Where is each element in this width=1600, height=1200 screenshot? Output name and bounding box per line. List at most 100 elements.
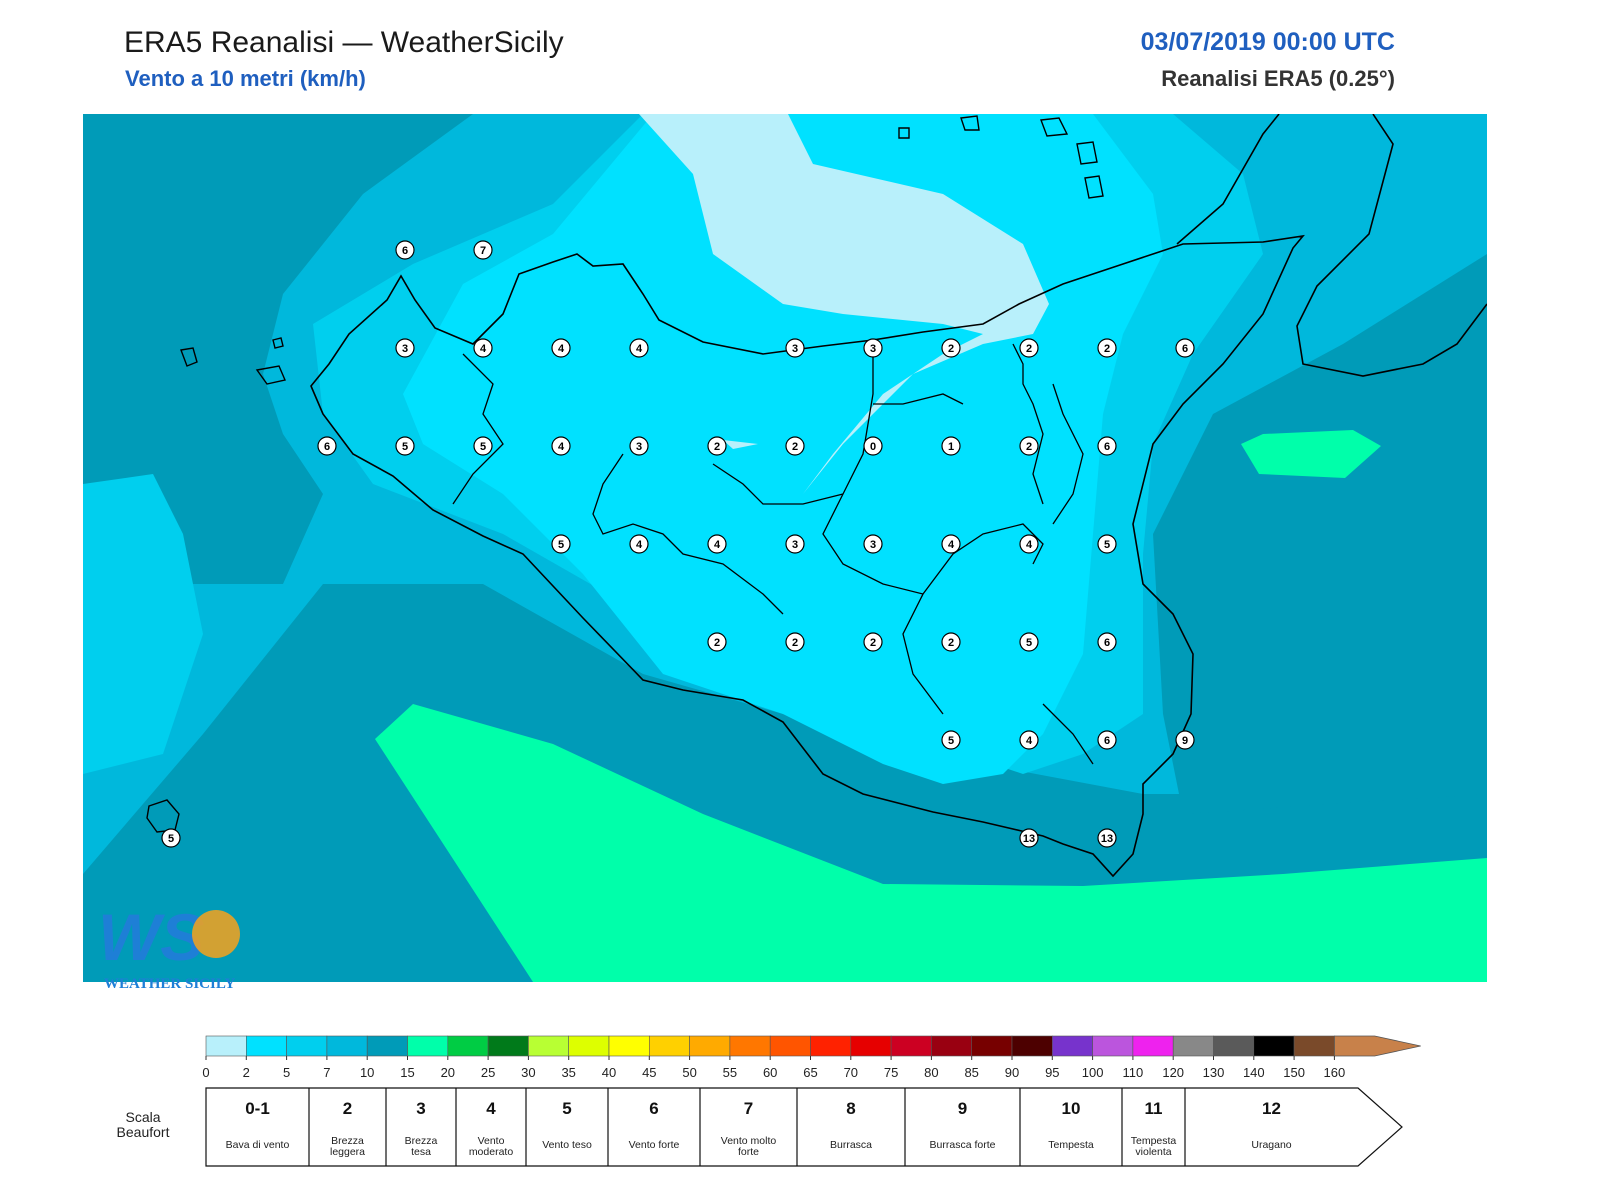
- station-circle: [941, 338, 961, 358]
- beaufort-desc: Burrasca: [830, 1139, 872, 1151]
- station-value: 2: [948, 637, 954, 649]
- colorbar-tick-label: 90: [1005, 1065, 1019, 1080]
- colorbar-tick-label: 5: [283, 1065, 290, 1080]
- station-circle: [1097, 632, 1117, 652]
- station-value: 0: [870, 441, 876, 453]
- station-circle: [863, 338, 883, 358]
- station-value: 9: [1182, 735, 1188, 747]
- station-marker: 3: [395, 338, 415, 358]
- beaufort-number: 9: [958, 1099, 967, 1118]
- station-marker: 13: [1097, 828, 1117, 848]
- station-value: 5: [1104, 539, 1110, 551]
- station-marker: 5: [551, 534, 571, 554]
- station-value: 4: [1026, 735, 1033, 747]
- beaufort-desc: Brezza tesa: [405, 1135, 438, 1158]
- station-circle: [473, 338, 493, 358]
- station-marker: 3: [863, 338, 883, 358]
- station-circle: [1097, 730, 1117, 750]
- colorbar-tick-label: 150: [1283, 1065, 1305, 1080]
- station-value: 5: [168, 833, 174, 845]
- station-marker: 2: [1019, 338, 1039, 358]
- field-east-strong: [1153, 254, 1487, 814]
- station-circle: [707, 436, 727, 456]
- beaufort-number: 2: [343, 1099, 352, 1118]
- station-circle: [1019, 534, 1039, 554]
- station-marker: 6: [317, 436, 337, 456]
- station-marker: 3: [863, 534, 883, 554]
- station-circle: [1097, 338, 1117, 358]
- colorbar-swatch: [407, 1035, 449, 1057]
- beaufort-number: 12: [1262, 1099, 1281, 1118]
- station-marker: 3: [785, 534, 805, 554]
- station-value: 4: [948, 539, 955, 551]
- station-circle: [1019, 338, 1039, 358]
- colorbar-swatch: [850, 1035, 892, 1057]
- station-circle: [1019, 436, 1039, 456]
- sicily-coastline: [310, 234, 1305, 878]
- beaufort-number: 10: [1062, 1099, 1081, 1118]
- station-marker: 2: [785, 632, 805, 652]
- station-value: 6: [1104, 441, 1110, 453]
- station-circle: [629, 338, 649, 358]
- colorbar-tick-label: 130: [1203, 1065, 1225, 1080]
- colorbar-tick-label: 35: [561, 1065, 575, 1080]
- station-value: 2: [1104, 343, 1110, 355]
- station-marker: 4: [707, 534, 727, 554]
- colorbar-tick-label: 50: [682, 1065, 696, 1080]
- colorbar-arrow: [1334, 1035, 1421, 1057]
- station-circle: [785, 436, 805, 456]
- map-subtitle: Vento a 10 metri (km/h): [125, 66, 366, 91]
- station-value: 5: [558, 539, 564, 551]
- station-marker: 1: [941, 436, 961, 456]
- station-circle: [707, 632, 727, 652]
- colorbar-tick-label: 110: [1123, 1065, 1144, 1080]
- station-circle: [551, 338, 571, 358]
- station-marker: 4: [1019, 730, 1039, 750]
- colorbar-swatch: [1172, 1035, 1214, 1057]
- station-value: 6: [1104, 735, 1110, 747]
- island-eolie: [898, 115, 1104, 199]
- station-circle: [395, 436, 415, 456]
- colorbar-tick-label: 85: [964, 1065, 978, 1080]
- station-marker: 2: [1019, 436, 1039, 456]
- colorbar-tick-label: 45: [642, 1065, 656, 1080]
- beaufort-number: 7: [744, 1099, 753, 1118]
- beaufort-number: 3: [416, 1099, 425, 1118]
- colorbar-swatch: [769, 1035, 811, 1057]
- beaufort-desc: Vento forte: [629, 1139, 680, 1151]
- beaufort-frame: [205, 1087, 1403, 1167]
- colorbar-swatch: [326, 1035, 368, 1057]
- beaufort-desc: Tempesta: [1048, 1139, 1094, 1151]
- station-marker: 6: [395, 240, 415, 260]
- station-circle: [1097, 436, 1117, 456]
- station-value: 3: [402, 343, 408, 355]
- colorbar-tick-label: 120: [1162, 1065, 1184, 1080]
- field-west-light: [83, 474, 203, 774]
- station-value: 4: [558, 343, 565, 355]
- colorbar-tick-label: 55: [723, 1065, 737, 1080]
- station-value: 6: [402, 245, 408, 257]
- station-value: 3: [870, 343, 876, 355]
- station-value: 2: [792, 441, 798, 453]
- island-ustica: [180, 347, 198, 367]
- station-value: 2: [1026, 441, 1032, 453]
- station-circle: [1097, 534, 1117, 554]
- station-value: 2: [948, 343, 954, 355]
- colorbar-tick-label: 20: [441, 1065, 455, 1080]
- station-circle: [1019, 730, 1039, 750]
- colorbar-swatch: [1213, 1035, 1255, 1057]
- station-value: 2: [714, 637, 720, 649]
- beaufort-number: 4: [486, 1099, 496, 1118]
- station-circle: [941, 730, 961, 750]
- beaufort-desc: Tempesta violenta: [1131, 1135, 1177, 1158]
- station-marker: 5: [395, 436, 415, 456]
- station-value: 2: [1026, 343, 1032, 355]
- colorbar-tick-label: 140: [1243, 1065, 1265, 1080]
- colorbar-tick-label: 10: [360, 1065, 374, 1080]
- station-circle: [473, 436, 493, 456]
- station-value: 5: [402, 441, 408, 453]
- colorbar-tick-label: 160: [1324, 1065, 1346, 1080]
- station-marker: 2: [707, 436, 727, 456]
- colorbar-swatch: [205, 1035, 247, 1057]
- colorbar: 0 2 5 7 10 15 20 25 30 35 40 45 50 55 60 65 70 75 80 85 90 95…: [202, 1035, 1421, 1080]
